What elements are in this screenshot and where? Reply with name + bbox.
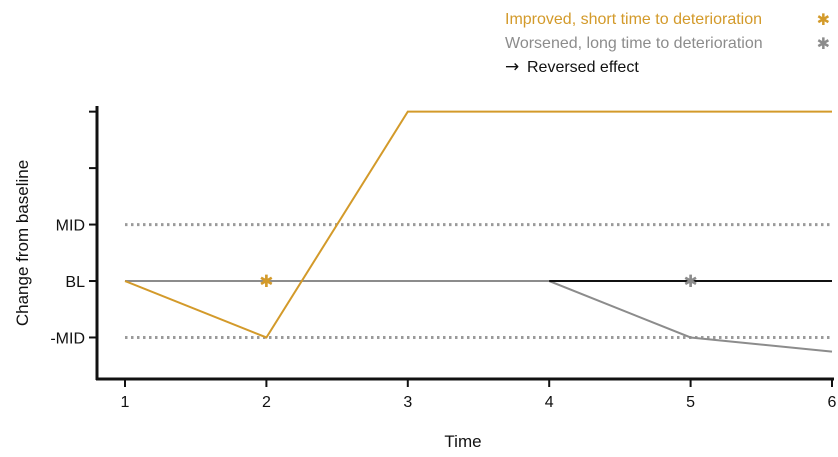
- y-tick-label-0: MID: [56, 218, 85, 235]
- series-line-2: [124, 110, 832, 339]
- y-tick-label-2: -MID: [50, 330, 85, 347]
- x-tick-label-1: 2: [262, 394, 271, 411]
- y-tick-label-1: BL: [65, 274, 85, 291]
- legend-item-1: Worsened, long time to deterioration ✱: [505, 34, 830, 53]
- legend-label-2: Reversed effect: [527, 59, 639, 76]
- axes: 1 2 3 4 5 6 MID BL -MID: [50, 106, 837, 411]
- x-tick-label-4: 5: [686, 394, 695, 411]
- x-tick-label-0: 1: [121, 394, 130, 411]
- legend-item-2: → Reversed effect: [505, 57, 639, 77]
- y-axis-title: Change from baseline: [13, 160, 32, 326]
- x-tick-label-2: 3: [403, 394, 412, 411]
- plot-area: ✱ ✱: [124, 110, 833, 353]
- x-tick-label-3: 4: [545, 394, 554, 411]
- legend-label-1: Worsened, long time to deterioration: [505, 35, 763, 52]
- data-marker-0: ✱: [259, 272, 273, 292]
- legend-label-0: Improved, short time to deterioration: [505, 11, 762, 28]
- x-tick-label-5: 6: [828, 394, 837, 411]
- legend-asterisk-icon: ✱: [817, 34, 830, 53]
- series-line-0: [125, 280, 833, 353]
- legend-item-0: Improved, short time to deterioration ✱: [505, 10, 830, 29]
- legend-asterisk-icon: ✱: [817, 10, 830, 29]
- data-marker-1: ✱: [683, 272, 697, 292]
- legend: Improved, short time to deterioration ✱Wo…: [505, 10, 830, 77]
- x-axis-title: Time: [444, 432, 481, 451]
- legend-arrow-icon: →: [505, 57, 519, 77]
